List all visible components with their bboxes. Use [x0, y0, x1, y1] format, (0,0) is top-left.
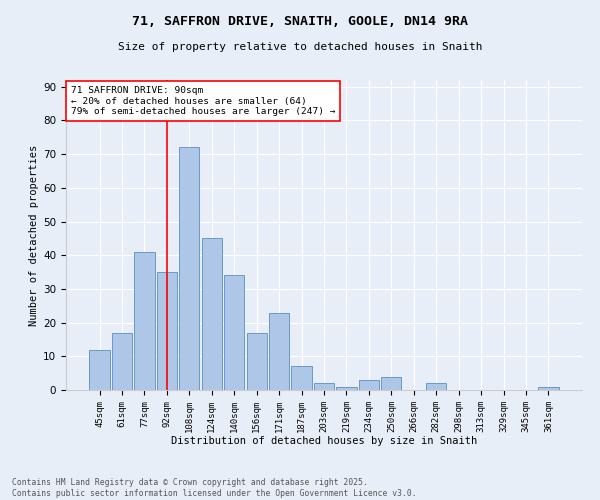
Bar — [202, 238, 222, 390]
Text: 71 SAFFRON DRIVE: 90sqm
← 20% of detached houses are smaller (64)
79% of semi-de: 71 SAFFRON DRIVE: 90sqm ← 20% of detache… — [71, 86, 335, 116]
Bar — [292, 366, 311, 390]
Bar — [112, 332, 132, 390]
Bar — [179, 148, 199, 390]
Bar — [538, 386, 559, 390]
Text: Size of property relative to detached houses in Snaith: Size of property relative to detached ho… — [118, 42, 482, 52]
Y-axis label: Number of detached properties: Number of detached properties — [29, 144, 39, 326]
Bar — [359, 380, 379, 390]
Bar — [247, 332, 267, 390]
Bar — [426, 384, 446, 390]
Text: Contains HM Land Registry data © Crown copyright and database right 2025.
Contai: Contains HM Land Registry data © Crown c… — [12, 478, 416, 498]
Bar — [314, 384, 334, 390]
Bar — [224, 276, 244, 390]
Bar — [157, 272, 177, 390]
Bar — [381, 376, 401, 390]
Text: 71, SAFFRON DRIVE, SNAITH, GOOLE, DN14 9RA: 71, SAFFRON DRIVE, SNAITH, GOOLE, DN14 9… — [132, 15, 468, 28]
X-axis label: Distribution of detached houses by size in Snaith: Distribution of detached houses by size … — [171, 436, 477, 446]
Bar — [89, 350, 110, 390]
Bar — [337, 386, 356, 390]
Bar — [134, 252, 155, 390]
Bar — [269, 312, 289, 390]
